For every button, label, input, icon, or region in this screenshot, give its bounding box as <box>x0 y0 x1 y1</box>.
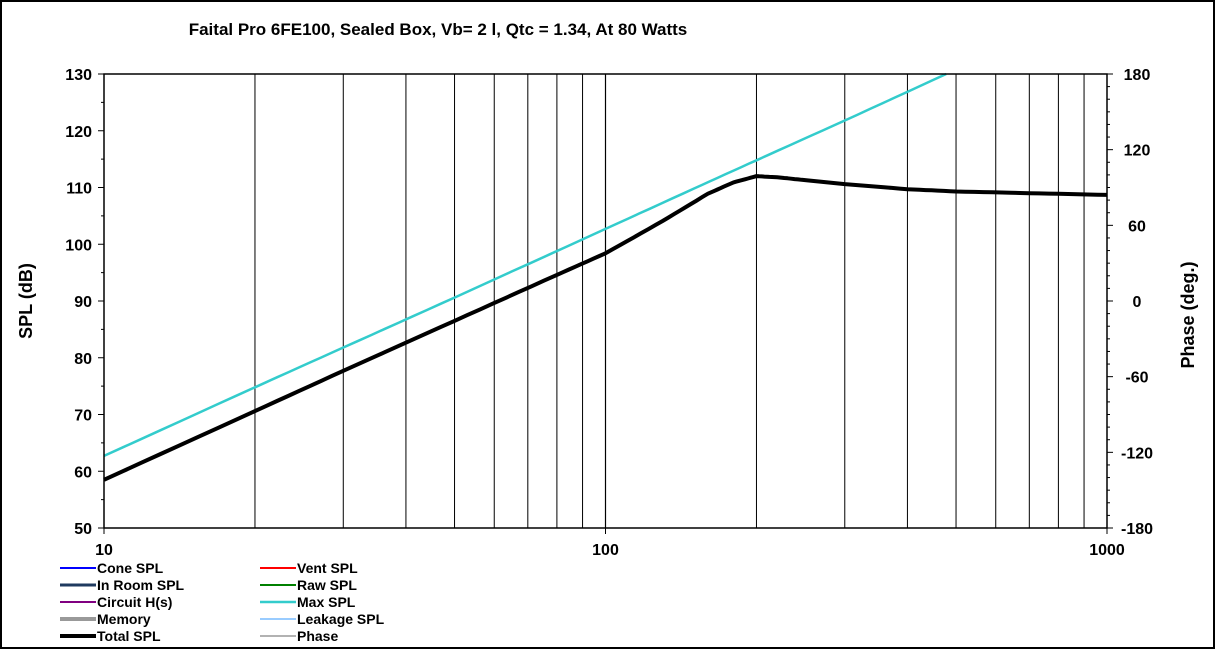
legend-label: Leakage SPL <box>297 611 385 627</box>
legend-label: Circuit H(s) <box>97 594 172 610</box>
y-tick-label: 120 <box>65 124 92 141</box>
y-tick-label: 110 <box>66 181 92 198</box>
legend-label: Vent SPL <box>297 560 358 576</box>
series-lines <box>103 72 1108 482</box>
legend-label: Max SPL <box>297 594 356 610</box>
legend-label: Memory <box>97 611 151 627</box>
y2-tick-label: -120 <box>1121 445 1153 462</box>
grid <box>254 74 1085 528</box>
legend-label: Cone SPL <box>97 560 164 576</box>
y2-tick-label: 180 <box>1124 67 1151 84</box>
y-tick-label: 100 <box>65 237 92 254</box>
x-tick-label: 100 <box>592 542 619 559</box>
legend-label: Raw SPL <box>297 577 357 593</box>
y2-tick-label: 120 <box>1124 143 1151 160</box>
series-line-max-spl <box>103 72 947 458</box>
series-line-total-spl <box>103 174 1108 482</box>
y-tick-label: 80 <box>74 351 92 368</box>
x-tick-label: 10 <box>95 542 113 559</box>
y-tick-label: 70 <box>74 408 92 425</box>
y-tick-label: 130 <box>65 67 92 84</box>
y-tick-label: 90 <box>74 294 92 311</box>
y2-tick-label: 60 <box>1128 218 1146 235</box>
chart-title: Faital Pro 6FE100, Sealed Box, Vb= 2 l, … <box>189 20 688 39</box>
x-tick-label: 1000 <box>1089 542 1125 559</box>
y2-tick-label: 0 <box>1133 294 1142 311</box>
y2-tick-label: -180 <box>1121 521 1153 538</box>
y2-tick-label: -60 <box>1125 370 1148 387</box>
axis-ticks: 50 60 70 80 90 100 110 120 130 -180 -120 -60 0 60 120 1… <box>65 67 1153 559</box>
legend: Cone SPL Vent SPL In Room SPL Raw SPL Circui… <box>60 560 385 644</box>
y-axis-label: SPL (dB) <box>16 263 36 339</box>
legend-label: Total SPL <box>97 628 161 644</box>
y-tick-label: 50 <box>74 521 92 538</box>
legend-label: In Room SPL <box>97 577 185 593</box>
y-tick-label: 60 <box>74 464 92 481</box>
legend-label: Phase <box>297 628 338 644</box>
y2-axis-label: Phase (deg.) <box>1178 261 1198 368</box>
